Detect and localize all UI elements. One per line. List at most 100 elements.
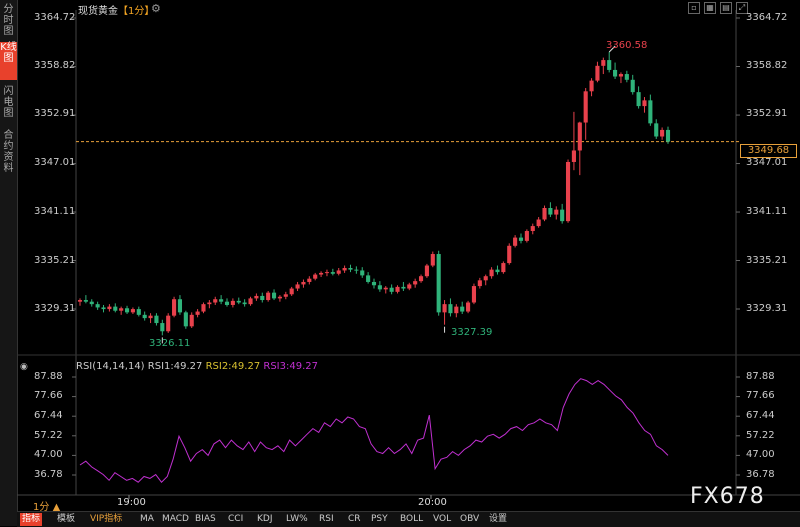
tab-rsi[interactable]: RSI bbox=[319, 514, 334, 524]
tab-vip-indicators[interactable]: VIP指标 bbox=[90, 514, 123, 524]
candle-body bbox=[454, 306, 459, 314]
tab-cci[interactable]: CCI bbox=[228, 514, 244, 524]
candle-body bbox=[213, 299, 218, 303]
candle-body bbox=[330, 272, 335, 274]
tab-obv[interactable]: OBV bbox=[460, 514, 480, 524]
candle-body bbox=[242, 302, 247, 305]
triangle-up-icon: ▲ bbox=[52, 502, 61, 513]
candle-body bbox=[148, 315, 153, 319]
price-label-left: 3335.21 bbox=[34, 255, 76, 266]
candle-body bbox=[336, 270, 341, 274]
tab-ma[interactable]: MA bbox=[140, 514, 154, 524]
candle-body bbox=[430, 254, 435, 266]
candle-body bbox=[583, 91, 588, 123]
candle-body bbox=[524, 231, 529, 241]
candle-body bbox=[589, 80, 594, 92]
candle-body bbox=[101, 307, 106, 310]
candle-body bbox=[166, 315, 171, 332]
candle-body bbox=[624, 74, 629, 80]
grid-icon[interactable]: ▤ bbox=[720, 2, 732, 14]
candle-body bbox=[95, 304, 100, 308]
rsi-label-right: 36.78 bbox=[746, 469, 775, 480]
candle-body bbox=[77, 300, 83, 302]
candle-body bbox=[448, 304, 453, 314]
price-label-right: 3358.82 bbox=[746, 60, 788, 71]
candle-body bbox=[183, 312, 188, 327]
tab-macd[interactable]: MACD bbox=[162, 514, 189, 524]
candle-body bbox=[613, 69, 618, 77]
candle-body bbox=[107, 306, 112, 310]
candle-body bbox=[342, 267, 347, 271]
candle-body bbox=[142, 314, 147, 319]
rsi-label-left: 36.78 bbox=[34, 469, 63, 480]
expand-icon[interactable]: ⤢ bbox=[736, 2, 748, 14]
candle-body bbox=[207, 302, 212, 305]
candle-body bbox=[571, 150, 576, 162]
rsi-line bbox=[79, 378, 669, 483]
candle-body bbox=[389, 287, 394, 292]
tab-indicators[interactable]: 指标 bbox=[20, 513, 43, 526]
candle-body bbox=[660, 129, 665, 137]
candle-body bbox=[201, 304, 206, 312]
candle-body bbox=[348, 267, 353, 270]
gear-icon[interactable]: ⚙ bbox=[151, 2, 161, 15]
candle-body bbox=[607, 60, 612, 70]
tab-boll[interactable]: BOLL bbox=[400, 514, 424, 524]
tab-vol[interactable]: VOL bbox=[433, 514, 452, 524]
candle-body bbox=[236, 300, 241, 303]
candle-body bbox=[595, 65, 600, 81]
candle-body bbox=[542, 208, 547, 220]
candle-body bbox=[548, 208, 553, 215]
period-selector[interactable]: 1分 ▲ bbox=[33, 498, 60, 513]
candle-body bbox=[507, 245, 512, 264]
candle-body bbox=[254, 295, 259, 299]
tab-flash-chart[interactable]: 闪电图 bbox=[3, 86, 14, 119]
tab-k-line-chart[interactable]: K线图 bbox=[0, 42, 17, 80]
candle-body bbox=[395, 286, 400, 292]
price-label-right: 3341.11 bbox=[746, 206, 788, 217]
price-label-left: 3352.91 bbox=[34, 108, 76, 119]
candle-body bbox=[277, 296, 282, 299]
candle-body bbox=[518, 237, 524, 241]
candle-body bbox=[119, 308, 124, 311]
candle-body bbox=[424, 265, 429, 277]
tab-time-chart[interactable]: 分时图 bbox=[3, 4, 14, 37]
price-label-left: 3341.11 bbox=[34, 206, 76, 217]
high-annotation: 3360.58 bbox=[606, 40, 648, 51]
tab-templates[interactable]: 模板 bbox=[57, 514, 76, 524]
low-annotation: 3327.39 bbox=[451, 327, 493, 338]
period-indicator[interactable]: 【1分】 bbox=[118, 6, 155, 17]
rsi1-value: RSI1:49.27 bbox=[147, 361, 203, 372]
time-label: 19:00 bbox=[117, 497, 146, 508]
candle-body bbox=[130, 309, 135, 313]
candle-body bbox=[665, 129, 671, 142]
candle-body bbox=[407, 284, 412, 289]
indicator-settings-icon[interactable]: ◉ bbox=[20, 362, 28, 372]
tab-bias[interactable]: BIAS bbox=[195, 514, 216, 524]
candle-body bbox=[230, 300, 235, 305]
tab-cr[interactable]: CR bbox=[348, 514, 361, 524]
tab-lw[interactable]: LW% bbox=[286, 514, 308, 524]
candle-body bbox=[377, 285, 382, 290]
candle-body bbox=[466, 302, 471, 312]
tile-icon[interactable]: ▦ bbox=[704, 2, 716, 14]
period-selector-label: 1分 bbox=[33, 502, 50, 513]
candle-body bbox=[313, 274, 318, 279]
candle-body bbox=[483, 276, 488, 281]
tab-settings[interactable]: 设置 bbox=[489, 514, 508, 524]
candle-body bbox=[319, 272, 324, 275]
rsi-label-right: 57.22 bbox=[746, 430, 775, 441]
candle-body bbox=[307, 278, 312, 282]
tab-contract-info[interactable]: 合约资料 bbox=[3, 130, 14, 174]
candle-body bbox=[654, 123, 659, 137]
tab-kdj[interactable]: KDJ bbox=[257, 514, 273, 524]
candle-body bbox=[460, 306, 465, 312]
restore-icon[interactable]: ▫ bbox=[688, 2, 700, 14]
price-label-right: 3329.31 bbox=[746, 303, 788, 314]
candle-body bbox=[366, 275, 371, 282]
tab-psy[interactable]: PSY bbox=[371, 514, 388, 524]
price-label-right: 3335.21 bbox=[746, 255, 788, 266]
rsi-label-right: 67.44 bbox=[746, 410, 775, 421]
rsi-label-right: 77.66 bbox=[746, 390, 775, 401]
